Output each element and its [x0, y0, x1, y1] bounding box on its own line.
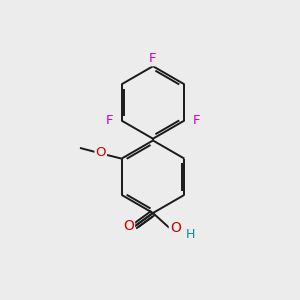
Text: F: F — [106, 114, 113, 127]
Text: F: F — [193, 114, 200, 127]
Text: F: F — [149, 52, 157, 65]
Text: H: H — [186, 228, 195, 241]
Text: O: O — [95, 146, 106, 159]
Text: O: O — [170, 221, 181, 235]
Text: O: O — [123, 219, 134, 233]
